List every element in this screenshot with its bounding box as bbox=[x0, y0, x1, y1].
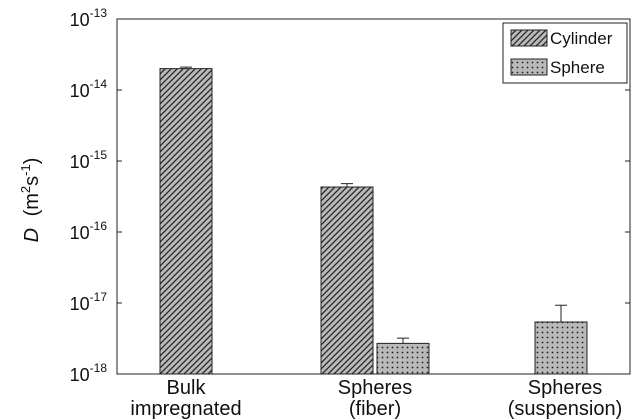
legend-label-sphere: Sphere bbox=[550, 58, 605, 77]
y-tick-label: 10-17 bbox=[70, 290, 108, 314]
y-tick-label: 10-18 bbox=[70, 361, 108, 385]
y-tick-label: 10-15 bbox=[70, 148, 108, 172]
y-tick-label: 10-14 bbox=[70, 77, 108, 101]
bar-cylinder bbox=[320, 186, 374, 375]
legend-swatch-sphere bbox=[510, 58, 548, 76]
x-category-label-line2: impregnated bbox=[130, 398, 241, 420]
y-axis-units-sup2: -1 bbox=[18, 164, 33, 176]
legend: Cylinder Sphere bbox=[502, 22, 628, 84]
y-axis-symbol: D bbox=[21, 228, 43, 242]
y-axis-units-close: ) bbox=[21, 158, 43, 165]
x-category-label-line1: Spheres bbox=[528, 377, 603, 399]
x-category-label-line1: Bulk bbox=[167, 377, 207, 399]
y-tick-label: 10-13 bbox=[70, 6, 108, 30]
y-axis-label: D (m2s-1) bbox=[18, 158, 43, 243]
x-category-label-line2: (fiber) bbox=[349, 398, 401, 420]
y-axis-units-sup1: 2 bbox=[18, 186, 33, 193]
svg-text:D (m2s-1): D (m2s-1) bbox=[18, 158, 43, 243]
bar-sphere bbox=[534, 321, 588, 375]
y-axis-units-mid: s bbox=[21, 176, 43, 186]
x-category-label-line1: Spheres bbox=[338, 377, 413, 399]
y-tick-label: 10-16 bbox=[70, 219, 108, 243]
legend-label-cylinder: Cylinder bbox=[550, 29, 613, 48]
bar-sphere bbox=[376, 342, 430, 375]
bar-cylinder bbox=[159, 68, 213, 375]
x-category-label-line2: (suspension) bbox=[508, 398, 623, 420]
y-axis-units-open: (m bbox=[21, 193, 43, 216]
legend-swatch-cylinder bbox=[510, 29, 548, 47]
